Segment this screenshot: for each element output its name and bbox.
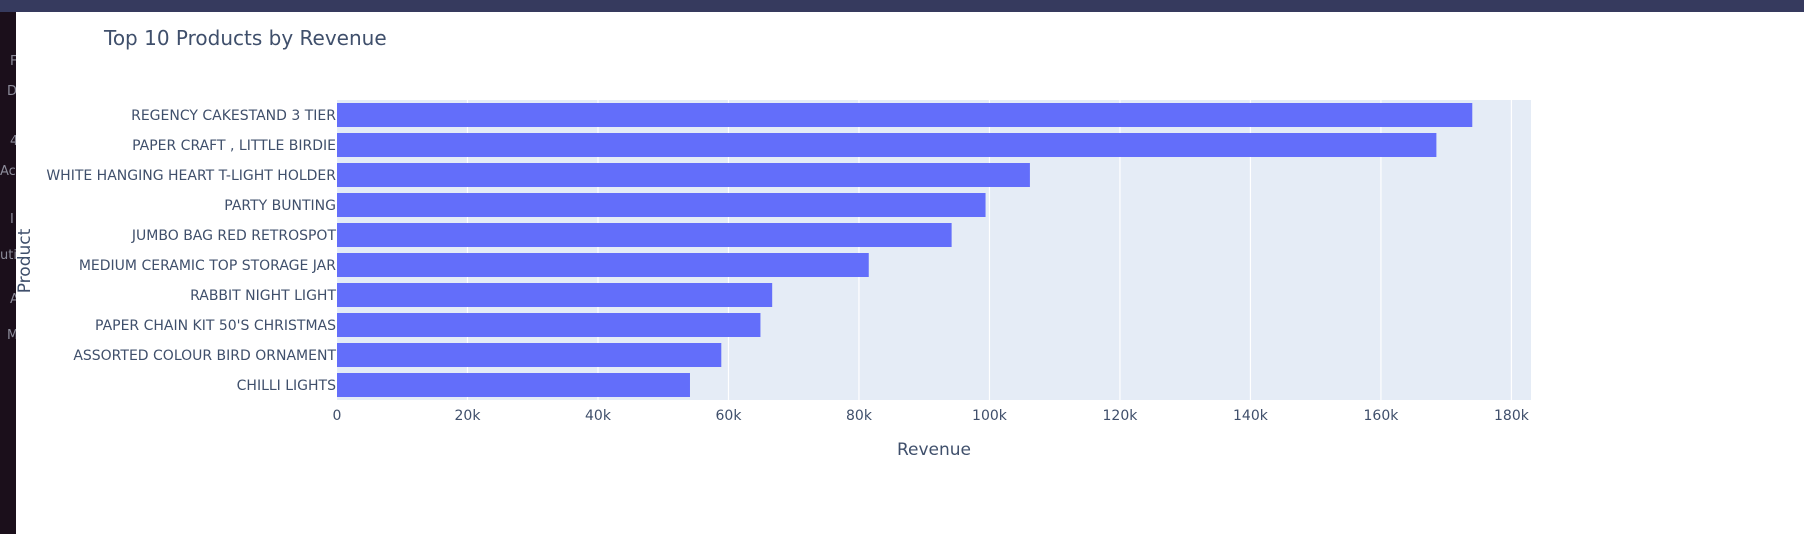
bar	[337, 193, 986, 217]
sidebar-fragment: F	[10, 54, 18, 69]
sidebar-fragment: D	[7, 84, 18, 99]
y-tick-label: ASSORTED COLOUR BIRD ORNAMENT	[73, 348, 336, 364]
x-tick-label: 140k	[1233, 408, 1269, 424]
y-axis-title: Product	[16, 228, 35, 293]
x-tick-label: 20k	[455, 408, 482, 424]
y-tick-label: PAPER CHAIN KIT 50'S CHRISTMAS	[95, 318, 336, 334]
x-tick-label: 80k	[846, 408, 873, 424]
y-tick-labels: REGENCY CAKESTAND 3 TIER PAPER CRAFT , LI…	[46, 108, 336, 394]
sidebar-fragment: uti	[0, 248, 17, 263]
y-tick-label: PARTY BUNTING	[224, 198, 336, 214]
y-tick-label: RABBIT NIGHT LIGHT	[190, 288, 336, 304]
y-tick-label: JUMBO BAG RED RETROSPOT	[131, 228, 337, 244]
sidebar-fragment: I	[10, 212, 14, 227]
bars	[337, 103, 1473, 397]
bar	[337, 103, 1473, 127]
bar	[337, 163, 1030, 187]
x-tick-labels: 0 20k 40k 60k 80k 100k 120k 140k 160k 180k	[333, 408, 1530, 424]
y-tick-label: MEDIUM CERAMIC TOP STORAGE JAR	[79, 258, 336, 274]
bar	[337, 133, 1437, 157]
chart-title: Top 10 Products by Revenue	[103, 26, 387, 50]
x-tick-label: 40k	[585, 408, 612, 424]
x-axis-title: Revenue	[897, 440, 971, 460]
x-tick-label: 100k	[972, 408, 1008, 424]
bar	[337, 223, 952, 247]
bar	[337, 283, 773, 307]
bar	[337, 313, 761, 337]
x-tick-label: 180k	[1494, 408, 1530, 424]
x-tick-label: 60k	[716, 408, 743, 424]
x-tick-label: 160k	[1364, 408, 1400, 424]
bar-chart: Top 10 Products by Revenue REGENCY CAKES…	[16, 26, 1531, 460]
bar	[337, 253, 869, 277]
left-sidebar-strip: F D 4 Ac I uti A M	[0, 12, 19, 534]
sidebar-fragment: A	[10, 292, 19, 307]
y-tick-label: WHITE HANGING HEART T-LIGHT HOLDER	[46, 168, 336, 184]
x-tick-label: 120k	[1103, 408, 1139, 424]
chart-panel: Top 10 Products by Revenue REGENCY CAKES…	[16, 12, 1804, 534]
sidebar-fragment: 4	[10, 134, 19, 149]
bar	[337, 343, 722, 367]
sidebar-fragment: Ac	[0, 164, 16, 179]
y-tick-label: REGENCY CAKESTAND 3 TIER	[131, 108, 336, 124]
x-tick-label: 0	[333, 408, 342, 424]
window-top-bar	[0, 0, 1804, 12]
y-tick-label: PAPER CRAFT , LITTLE BIRDIE	[132, 138, 336, 154]
sidebar-fragment: M	[7, 328, 19, 343]
bar	[337, 373, 690, 397]
y-tick-label: CHILLI LIGHTS	[237, 378, 336, 394]
